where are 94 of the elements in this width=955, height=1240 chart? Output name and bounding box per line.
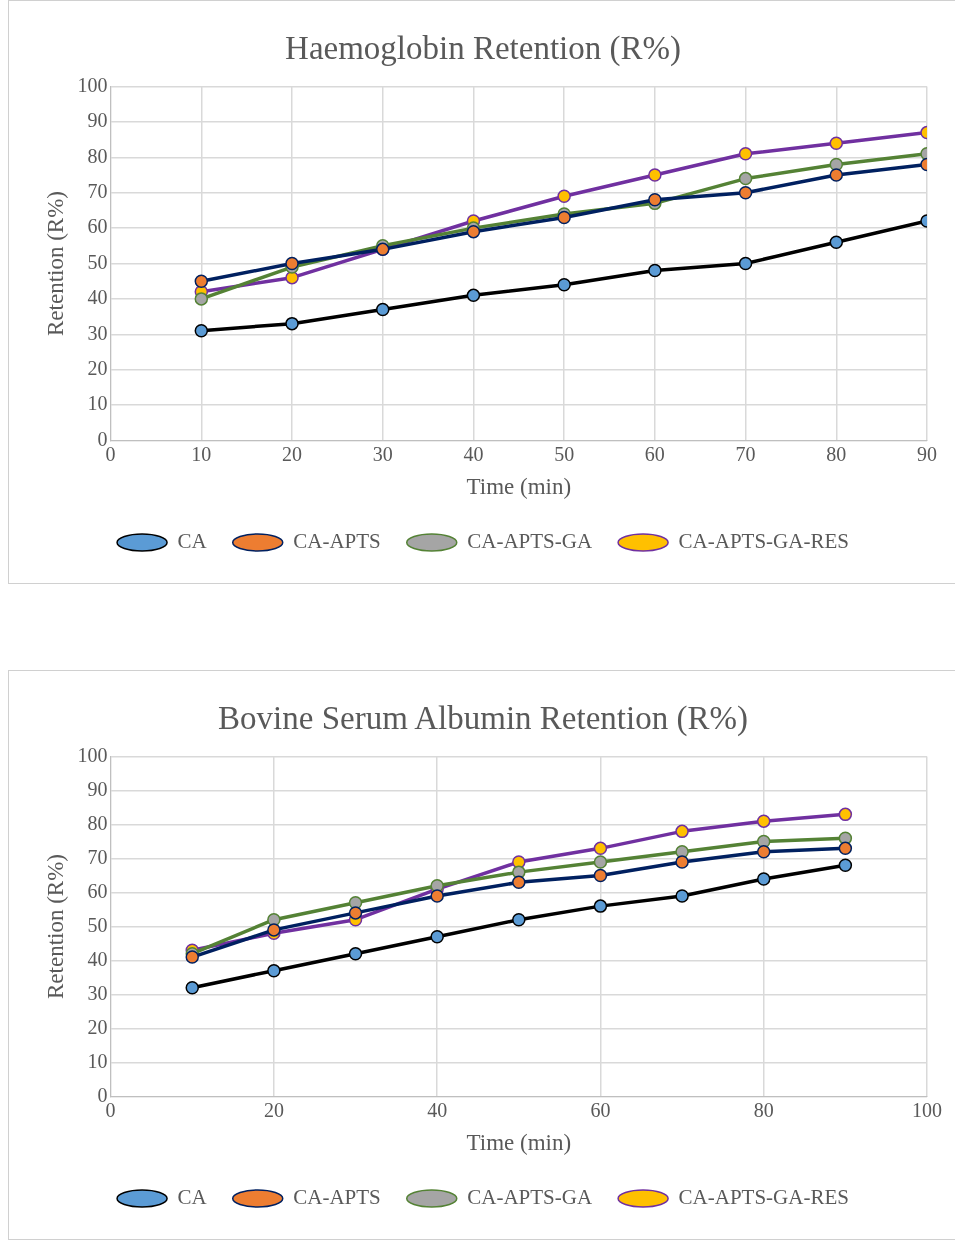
point — [648, 263, 662, 278]
x-tick-label: 90 — [917, 442, 937, 465]
point — [466, 224, 481, 239]
point — [756, 814, 771, 828]
point — [756, 844, 771, 859]
y-tick-label: 80 — [87, 144, 108, 167]
y-tick-label: 90 — [87, 109, 108, 132]
x-tick-label: 20 — [282, 442, 303, 465]
y-tick-label: 10 — [87, 392, 108, 415]
y-axis-title: Retention (R%) — [42, 854, 68, 999]
x-tick-label: 40 — [427, 1098, 448, 1121]
x-tick-label: 20 — [263, 1098, 284, 1121]
y-tick-label: 80 — [87, 811, 108, 834]
point — [194, 274, 209, 288]
point — [185, 980, 199, 995]
point — [194, 323, 209, 338]
point — [738, 185, 753, 200]
point — [593, 899, 608, 913]
point — [430, 889, 444, 903]
y-tick-label: 30 — [87, 321, 108, 344]
point — [738, 171, 753, 186]
legend-label: CA-APTS-GA-RES — [678, 1185, 849, 1210]
y-tick-label: 70 — [87, 179, 108, 202]
y-tick-label: 90 — [87, 777, 108, 800]
y-tick-label: 20 — [87, 1015, 108, 1038]
point — [512, 912, 526, 927]
x-axis-title: Time (min) — [466, 474, 572, 500]
y-tick-label: 30 — [87, 981, 108, 1004]
y-tick-label: 70 — [87, 845, 108, 868]
y-tick-label: 60 — [87, 215, 108, 238]
point — [466, 288, 481, 303]
point — [838, 858, 853, 873]
point — [375, 302, 390, 317]
y-tick-label: 0 — [97, 427, 108, 450]
point — [267, 923, 281, 937]
point — [348, 946, 363, 961]
y-tick-label: 60 — [87, 879, 108, 902]
chart-title: Bovine Serum Albumin Retention (R%) — [218, 700, 748, 738]
x-tick-label: 50 — [554, 442, 575, 465]
x-tick-label: 80 — [753, 1098, 774, 1121]
point — [593, 855, 608, 869]
x-tick-label: 10 — [191, 442, 212, 465]
point — [557, 210, 571, 225]
legend-label: CA — [177, 1185, 208, 1210]
point — [675, 855, 689, 869]
legend-label: CA-APTS — [293, 529, 381, 554]
point — [285, 316, 299, 331]
point — [829, 235, 844, 250]
y-tick-label: 50 — [87, 913, 108, 936]
y-tick-label: 100 — [77, 743, 108, 766]
x-axis-title: Time (min) — [466, 1130, 572, 1156]
x-tick-label: 40 — [463, 442, 484, 465]
x-tick-label: 30 — [372, 442, 393, 465]
point — [756, 872, 771, 886]
point — [512, 875, 526, 890]
legend-label: CA-APTS-GA — [467, 1185, 593, 1210]
legend-label: CA-APTS-GA — [467, 529, 593, 554]
x-tick-label: 60 — [644, 442, 665, 465]
point — [557, 189, 571, 204]
y-tick-label: 10 — [87, 1049, 108, 1072]
y-tick-label: 50 — [87, 250, 108, 273]
x-tick-label: 100 — [912, 1098, 942, 1121]
legend-label: CA-APTS — [293, 1185, 381, 1210]
x-tick-label: 70 — [735, 442, 756, 465]
y-tick-label: 100 — [77, 73, 108, 96]
point — [430, 929, 444, 944]
point — [648, 193, 662, 207]
point — [285, 256, 299, 271]
point — [593, 841, 608, 856]
point — [185, 950, 199, 964]
point — [738, 147, 753, 161]
point — [593, 868, 608, 883]
point — [838, 807, 853, 822]
point — [829, 168, 844, 182]
point — [738, 256, 753, 271]
legend-label: CA-APTS-GA-RES — [678, 529, 849, 554]
point — [267, 963, 281, 978]
point — [829, 136, 844, 150]
y-tick-label: 20 — [87, 356, 108, 379]
point — [348, 906, 363, 920]
point — [648, 168, 662, 182]
point — [557, 277, 571, 292]
x-tick-label: 80 — [826, 442, 847, 465]
point — [838, 841, 853, 856]
point — [675, 889, 689, 903]
y-tick-label: 0 — [97, 1083, 108, 1106]
y-tick-label: 40 — [87, 286, 108, 309]
y-tick-label: 40 — [87, 947, 108, 970]
chart-title: Haemoglobin Retention (R%) — [285, 30, 681, 68]
point — [194, 292, 209, 306]
y-axis-title: Retention (R%) — [42, 191, 68, 336]
legend-label: CA — [177, 529, 208, 554]
x-tick-label: 60 — [590, 1098, 611, 1121]
point — [675, 824, 689, 839]
